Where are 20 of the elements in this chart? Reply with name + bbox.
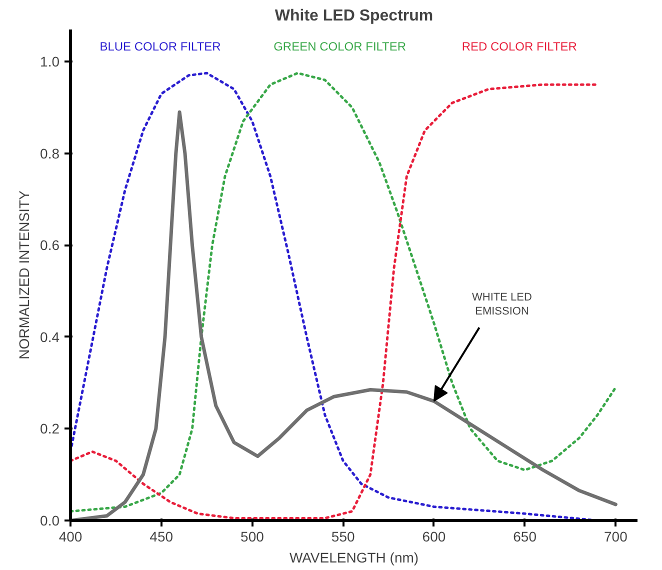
annotation: WHITE LED EMISSION: [472, 291, 532, 318]
x-tick-label: 500: [240, 528, 264, 544]
x-tick-label: 450: [150, 528, 174, 544]
text: RED COLOR FILTER: [462, 39, 578, 54]
y-tick-label: 0.8: [40, 145, 60, 162]
x-axis-title: WAVELENGTH (nm): [289, 550, 419, 566]
x-tick-label: 400: [58, 528, 82, 544]
y-tick-label: 0.0: [40, 512, 60, 528]
x-tick-label: 700: [604, 528, 628, 544]
y-axis-title: NORMALIZED INTENSITY: [16, 190, 32, 360]
x-tick-label: 650: [513, 528, 537, 544]
x-tick-label: 550: [331, 528, 355, 544]
y-tick-label: 0.6: [40, 237, 60, 254]
y-tick-label: 0.4: [40, 328, 60, 345]
y-tick-label: 1.0: [40, 54, 60, 70]
text: GREEN COLOR FILTER: [274, 39, 406, 54]
x-tick-label: 600: [422, 528, 446, 544]
y-tick-label: 0.2: [40, 420, 60, 437]
text: BLUE COLOR FILTER: [100, 39, 222, 54]
chart-title: White LED Spectrum: [274, 8, 434, 24]
